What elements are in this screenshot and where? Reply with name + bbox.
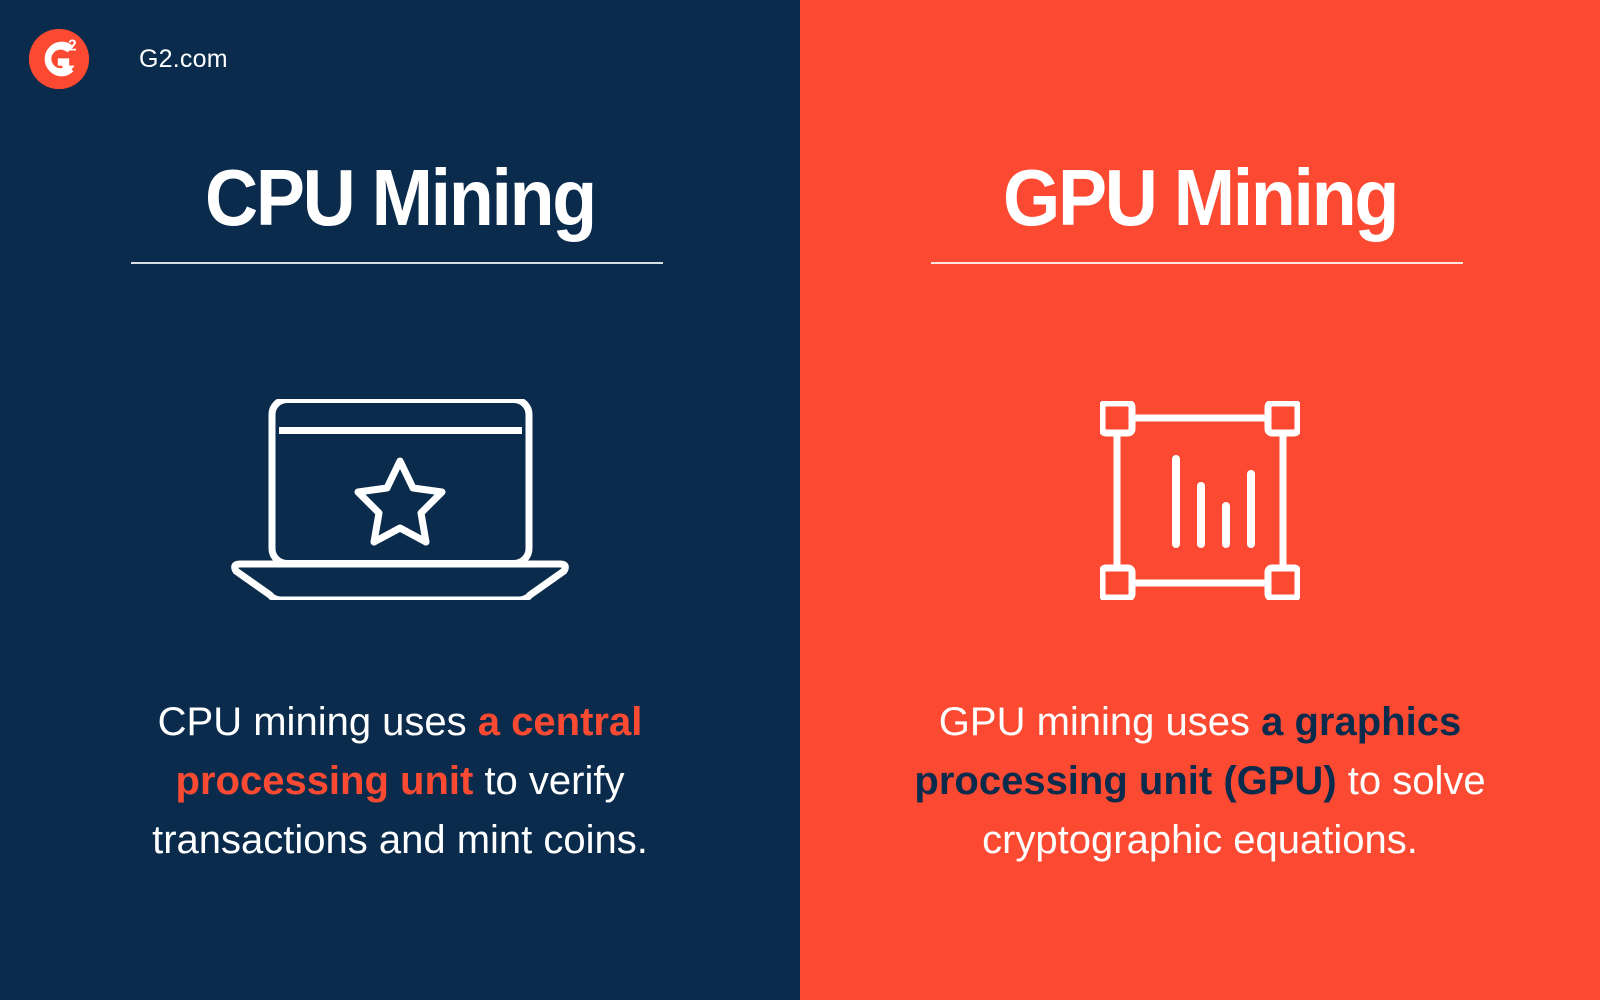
svg-text:2: 2 (68, 38, 77, 55)
